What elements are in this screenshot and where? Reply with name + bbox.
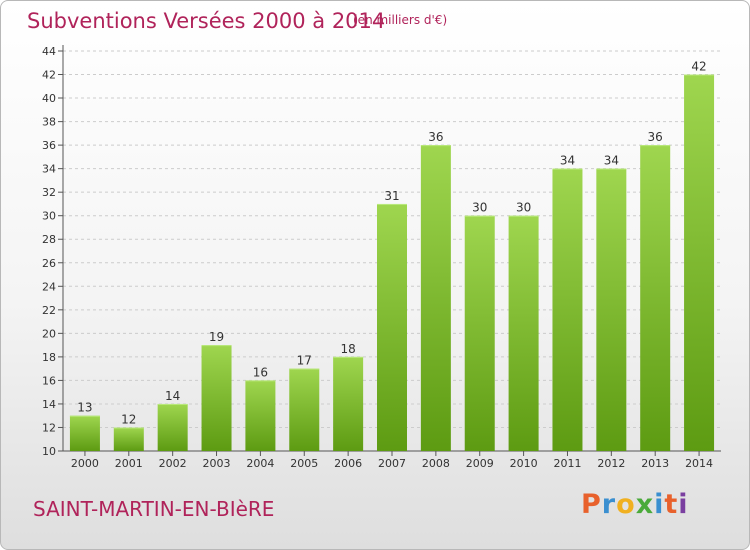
y-tick-label: 10 <box>42 445 56 458</box>
value-label-2000: 13 <box>77 401 92 415</box>
bar-2009 <box>464 215 495 451</box>
value-label-2006: 18 <box>340 342 355 356</box>
y-tick-label: 14 <box>42 398 56 411</box>
bar-2000 <box>69 415 100 451</box>
bars <box>69 74 715 451</box>
bar-2002 <box>157 403 188 451</box>
town-name: SAINT-MARTIN-EN-BIèRE <box>33 497 275 521</box>
bar-2005 <box>289 368 320 451</box>
y-tick-label: 20 <box>42 327 56 340</box>
bar-2008 <box>420 145 451 451</box>
bar-2004 <box>245 380 276 451</box>
y-tick-label: 24 <box>42 280 56 293</box>
y-tick-label: 40 <box>42 92 56 105</box>
logo-letter: i <box>678 489 689 520</box>
y-tick-label: 36 <box>42 139 56 152</box>
y-tick-label: 22 <box>42 304 56 317</box>
y-tick-label: 16 <box>42 374 56 387</box>
proxiti-logo[interactable]: Proxiti <box>581 489 689 520</box>
logo-letter: x <box>635 489 655 520</box>
logo-letter: t <box>664 489 679 520</box>
y-tick-label: 38 <box>42 116 56 129</box>
bar-2013 <box>640 145 671 451</box>
y-tick-label: 34 <box>42 163 56 176</box>
bar-2001 <box>113 427 144 451</box>
y-tick-label: 18 <box>42 351 56 364</box>
value-label-2002: 14 <box>165 389 180 403</box>
axes: 10 12 14 16 18 20 22 24 26 28 30 32 34 36 38 40 42 44 2000… <box>42 45 721 470</box>
x-tick-label: 2009 <box>466 457 494 470</box>
value-label-2011: 34 <box>560 154 575 168</box>
bar-2010 <box>508 215 539 451</box>
x-tick-label: 2013 <box>641 457 669 470</box>
y-tick-label: 32 <box>42 186 56 199</box>
y-tick-label: 30 <box>42 210 56 223</box>
value-label-2014: 42 <box>691 60 706 74</box>
bar-2011 <box>552 168 583 451</box>
bar-2003 <box>201 345 232 451</box>
logo-letter: o <box>616 489 636 520</box>
value-label-2005: 17 <box>297 354 312 368</box>
value-label-2008: 36 <box>428 130 443 144</box>
x-tick-label: 2000 <box>71 457 99 470</box>
value-label-2007: 31 <box>384 189 399 203</box>
y-tick-label: 42 <box>42 69 56 82</box>
y-tick-label: 28 <box>42 233 56 246</box>
x-tick-label: 2004 <box>246 457 274 470</box>
x-tick-label: 2011 <box>553 457 581 470</box>
y-tick-label: 26 <box>42 257 56 270</box>
value-label-2010: 30 <box>516 201 531 215</box>
chart-title: Subventions Versées 2000 à 2014 <box>27 9 386 33</box>
logo-letter: P <box>581 489 602 520</box>
value-label-2001: 12 <box>121 412 136 426</box>
x-tick-label: 2007 <box>378 457 406 470</box>
x-tick-label: 2008 <box>422 457 450 470</box>
x-tick-label: 2012 <box>597 457 625 470</box>
value-label-2013: 36 <box>648 130 663 144</box>
chart-subtitle: (en milliers d'€) <box>353 13 448 27</box>
y-tick-label: 12 <box>42 421 56 434</box>
value-label-2003: 19 <box>209 330 224 344</box>
labels: 13 12 14 19 16 17 18 31 36 30 30 34 34 36 42 <box>77 60 706 427</box>
x-tick-label: 2005 <box>290 457 318 470</box>
value-label-2009: 30 <box>472 201 487 215</box>
x-tick-label: 2014 <box>685 457 713 470</box>
x-tick-label: 2006 <box>334 457 362 470</box>
bar-2006 <box>333 356 364 451</box>
value-label-2012: 34 <box>604 154 619 168</box>
y-tick-label: 44 <box>42 45 56 58</box>
x-tick-label: 2001 <box>115 457 143 470</box>
logo-letter: r <box>601 489 617 520</box>
logo-letter: i <box>654 489 665 520</box>
x-tick-label: 2010 <box>510 457 538 470</box>
bar-2014 <box>684 74 715 451</box>
bar-2012 <box>596 168 627 451</box>
x-tick-label: 2003 <box>203 457 231 470</box>
bar-2007 <box>377 203 407 451</box>
value-label-2004: 16 <box>253 365 268 379</box>
x-tick-label: 2002 <box>159 457 187 470</box>
